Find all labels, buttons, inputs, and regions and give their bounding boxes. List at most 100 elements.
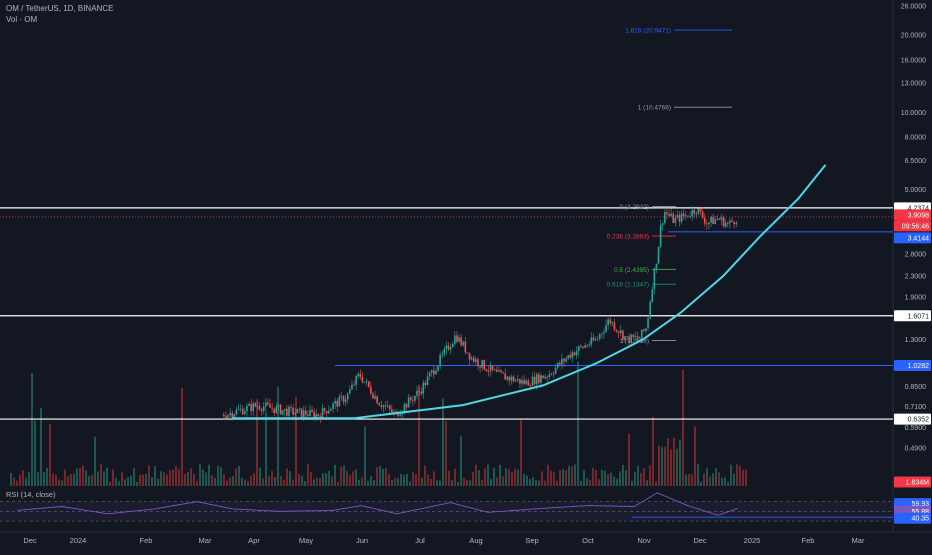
candle-body [577, 346, 580, 352]
volume-bar [700, 481, 702, 486]
candle-body [405, 404, 408, 408]
candle-body [269, 404, 271, 408]
candle-body [712, 217, 714, 225]
candle [525, 378, 528, 386]
volume-bar [553, 472, 555, 486]
candle [636, 331, 639, 341]
candle-body [370, 386, 372, 394]
price-axis-label: 8.0000 [905, 135, 927, 142]
volume-bar [322, 473, 324, 486]
candle [286, 405, 288, 418]
candle-body [571, 352, 574, 358]
volume-bar [145, 473, 147, 486]
volume-bar [292, 479, 294, 486]
candle-body [283, 408, 286, 411]
candle-body [727, 223, 729, 224]
volume-bar [421, 477, 423, 486]
candle [510, 374, 513, 385]
candle-body [489, 365, 492, 372]
volume-bar [133, 467, 135, 486]
candle-body [735, 222, 738, 224]
candle [731, 217, 733, 223]
candle [622, 329, 624, 344]
volume-bar [481, 479, 483, 486]
candle-body [399, 414, 402, 417]
volume-bar [34, 420, 36, 486]
volume-bar [355, 469, 357, 486]
candle [676, 210, 679, 220]
candle [607, 315, 609, 331]
candle [649, 299, 651, 320]
volume-bar [640, 472, 642, 486]
volume-bar [490, 478, 492, 486]
candle [571, 349, 574, 363]
volume-bar [337, 481, 339, 486]
volume-bar [532, 477, 534, 486]
volume-bar [505, 468, 507, 486]
candle [619, 325, 622, 337]
candle-body [540, 375, 542, 383]
candle [382, 404, 385, 413]
candle-body [409, 397, 412, 400]
volume-bar [106, 467, 108, 486]
candles [223, 205, 738, 424]
candle [664, 207, 666, 226]
volume-bar [358, 479, 360, 486]
candle-body [649, 301, 651, 319]
candle-body [470, 357, 473, 360]
candle [355, 374, 357, 391]
candle [281, 410, 284, 417]
candle [372, 391, 374, 400]
candle [481, 359, 483, 371]
candle [666, 208, 668, 220]
volume-bar [709, 476, 711, 486]
volume-legend: Vol · OM [6, 15, 38, 24]
candle-body [714, 219, 717, 225]
candle [689, 211, 691, 219]
time-axis-label: Oct [582, 536, 595, 545]
candle [426, 371, 429, 386]
candle-body [643, 329, 645, 331]
candle-body [321, 408, 324, 419]
candle-body [225, 416, 227, 419]
volume-bar [619, 471, 621, 486]
candle-body [355, 376, 357, 385]
candle-body [460, 337, 462, 346]
candle-body [580, 346, 582, 348]
candle [491, 365, 494, 373]
rsi-badge-2: 40.35 [911, 516, 929, 523]
volume-bar [148, 465, 150, 486]
volume-bar [514, 468, 516, 486]
candle-body [724, 223, 727, 227]
volume-bar [280, 475, 282, 486]
volume-bar [541, 471, 543, 486]
symbol-header[interactable]: OM / TetherUS, 1D, BINANCE [6, 4, 114, 13]
candle [611, 321, 614, 327]
volume-bar [715, 468, 717, 486]
volume-bar [382, 468, 384, 486]
candle [682, 209, 685, 220]
candle [254, 401, 257, 408]
volume-badge: 1.834M [906, 480, 930, 487]
candle-body [462, 341, 465, 346]
candle [546, 375, 549, 383]
price-axis-label: 1.9000 [905, 295, 927, 302]
volume-badge-bg [894, 476, 931, 488]
volume-bar [388, 474, 390, 486]
candle-body [317, 414, 320, 417]
candle-body [655, 263, 658, 269]
candle-body [710, 217, 712, 223]
volume-bar [40, 407, 42, 486]
candle-body [615, 329, 618, 332]
candle-body [267, 402, 269, 405]
volume-bar [100, 464, 102, 486]
volume-bar [499, 464, 501, 486]
candle-body [363, 381, 366, 383]
candle-body [441, 353, 444, 355]
candle-body [414, 395, 416, 401]
candle-body [514, 380, 517, 382]
support-badge: 0.6352 [908, 417, 930, 424]
volume-bar [127, 476, 129, 486]
